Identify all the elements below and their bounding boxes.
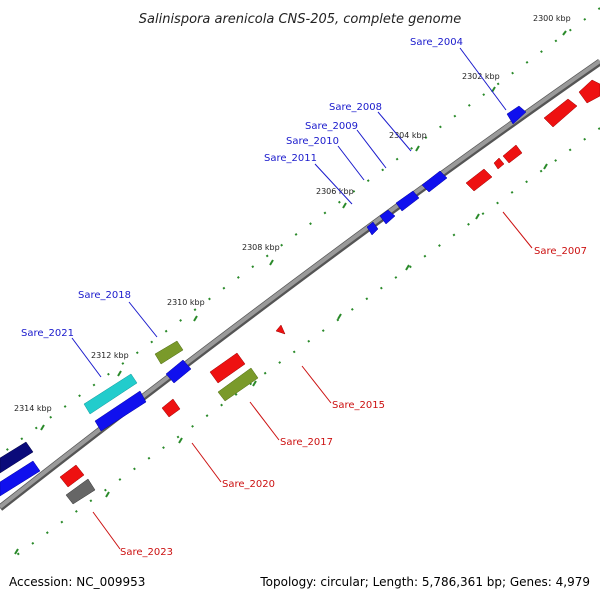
tick-labels: 2300 kbp 2302 kbp 2304 kbp 2306 kbp 2308… bbox=[14, 14, 571, 413]
gene-label-sare-2010[interactable]: Sare_2010 bbox=[286, 136, 339, 147]
inner-major-tick bbox=[337, 313, 342, 320]
tick-label: 2314 kbp bbox=[14, 404, 52, 413]
major-tick bbox=[415, 145, 420, 152]
inner-major-tick bbox=[475, 213, 480, 220]
leader-sare-2017 bbox=[249, 401, 280, 441]
gene-sare-2017[interactable] bbox=[217, 367, 259, 402]
gene-reverse-red-2[interactable] bbox=[502, 144, 523, 164]
gene-sare-2021[interactable] bbox=[83, 373, 138, 415]
gene-label-sare-2020[interactable]: Sare_2020 bbox=[222, 479, 275, 490]
inner-major-tick bbox=[178, 437, 183, 444]
gene-sare-2004[interactable] bbox=[506, 105, 527, 125]
gene-sare-2007[interactable] bbox=[465, 168, 493, 192]
gene-sare-2008[interactable] bbox=[421, 170, 448, 193]
major-tick bbox=[40, 424, 45, 431]
inner-major-tick bbox=[543, 163, 548, 170]
gene-label-sare-2007[interactable]: Sare_2007 bbox=[534, 246, 587, 257]
leader-sare-2015 bbox=[301, 365, 332, 404]
gene-label-sare-2008[interactable]: Sare_2008 bbox=[329, 102, 382, 113]
leader-sare-2020 bbox=[191, 442, 222, 483]
leader-sare-2008 bbox=[377, 111, 412, 152]
gene-reverse-red-4[interactable] bbox=[209, 352, 246, 384]
gene-label-sare-2017[interactable]: Sare_2017 bbox=[280, 437, 333, 448]
gene-sare-2010[interactable] bbox=[379, 209, 396, 225]
inner-major-ticks bbox=[14, 163, 548, 555]
gene-sare-2011[interactable] bbox=[366, 221, 379, 236]
inner-major-tick bbox=[252, 380, 257, 387]
major-tick bbox=[269, 259, 274, 266]
reverse-leader-lines bbox=[92, 211, 533, 550]
gene-forward-blue[interactable] bbox=[165, 359, 192, 384]
leader-sare-2018 bbox=[128, 301, 158, 338]
major-ticks bbox=[40, 30, 567, 431]
gene-label-sare-2015[interactable]: Sare_2015 bbox=[332, 400, 385, 411]
reverse-gene-labels: Sare_2007 Sare_2015 Sare_2017 Sare_2020 … bbox=[120, 246, 587, 558]
gene-label-sare-2009[interactable]: Sare_2009 bbox=[305, 121, 358, 132]
gene-sare-2015[interactable] bbox=[275, 324, 286, 335]
forward-genes bbox=[0, 105, 527, 497]
gene-sare-2020[interactable] bbox=[161, 398, 181, 418]
gene-label-sare-2021[interactable]: Sare_2021 bbox=[21, 328, 74, 339]
gene-forward-navy[interactable] bbox=[0, 441, 34, 474]
gene-label-sare-2011[interactable]: Sare_2011 bbox=[264, 153, 317, 164]
gene-label-sare-2023[interactable]: Sare_2023 bbox=[120, 547, 173, 558]
tick-label: 2306 kbp bbox=[316, 187, 354, 196]
inner-major-tick bbox=[405, 264, 410, 271]
leader-sare-2004 bbox=[459, 47, 507, 111]
tick-label: 2308 kbp bbox=[242, 243, 280, 252]
genome-summary-text: Topology: circular; Length: 5,786,361 bp… bbox=[259, 575, 590, 589]
leader-sare-2023 bbox=[92, 511, 121, 550]
gene-reverse-edge[interactable] bbox=[578, 79, 600, 104]
outer-tick-line bbox=[0, 7, 600, 456]
major-tick bbox=[562, 30, 567, 36]
tick-label: 2310 kbp bbox=[167, 298, 205, 307]
major-tick bbox=[117, 370, 122, 377]
major-tick bbox=[342, 202, 347, 209]
leader-sare-2010 bbox=[337, 145, 365, 181]
accession-text: Accession: NC_009953 bbox=[9, 575, 145, 589]
gene-sare-2023[interactable] bbox=[65, 478, 96, 505]
forward-leader-lines bbox=[71, 47, 507, 378]
gene-sare-2009[interactable] bbox=[395, 190, 420, 212]
gene-sare-2018[interactable] bbox=[154, 340, 184, 365]
leader-sare-2011 bbox=[314, 163, 353, 205]
forward-gene-labels: Sare_2004 Sare_2008 Sare_2009 Sare_2010 … bbox=[21, 37, 463, 339]
leader-sare-2007 bbox=[502, 211, 533, 249]
inner-tick-line bbox=[9, 127, 600, 561]
gene-label-sare-2018[interactable]: Sare_2018 bbox=[78, 290, 131, 301]
leader-sare-2021 bbox=[71, 337, 102, 378]
map-title: Salinispora arenicola CNS-205, complete … bbox=[139, 12, 461, 27]
major-tick bbox=[193, 315, 198, 322]
gene-label-sare-2004[interactable]: Sare_2004 bbox=[410, 37, 463, 48]
tick-dot-lines bbox=[0, 7, 600, 561]
gene-reverse-red-3[interactable] bbox=[493, 157, 505, 170]
leader-sare-2009 bbox=[356, 129, 387, 169]
gene-forward-edge[interactable] bbox=[0, 460, 41, 497]
reverse-genes bbox=[59, 79, 600, 505]
gene-forward-blue-long[interactable] bbox=[94, 390, 147, 432]
gene-reverse-red-1[interactable] bbox=[543, 98, 578, 128]
tick-label: 2304 kbp bbox=[389, 131, 427, 140]
inner-major-tick bbox=[105, 491, 110, 498]
tick-label: 2312 kbp bbox=[91, 351, 129, 360]
gene-reverse-red-5[interactable] bbox=[59, 464, 85, 488]
inner-major-tick bbox=[14, 548, 19, 555]
tick-label: 2300 kbp bbox=[533, 14, 571, 23]
